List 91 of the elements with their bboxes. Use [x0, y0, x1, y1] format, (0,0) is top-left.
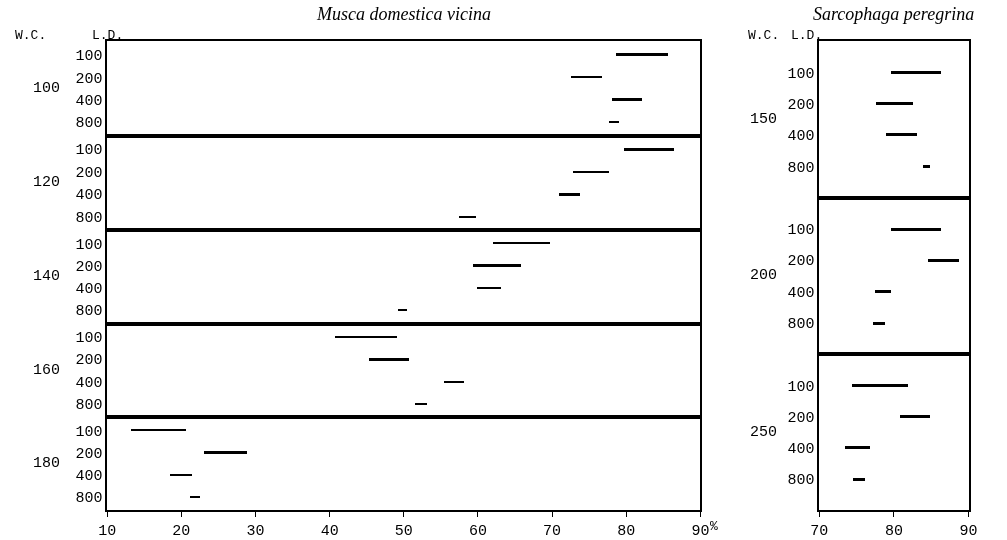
y-tick-label: 100	[75, 330, 103, 348]
y-tick-label: 800	[75, 303, 103, 321]
bar	[616, 53, 669, 57]
chart-title: Sarcophaga peregrina	[813, 4, 975, 24]
y-tick-label: 400	[75, 187, 103, 205]
y-tick-label: 200	[787, 253, 815, 271]
y-axis-title: 150	[750, 111, 778, 128]
bar	[170, 473, 193, 476]
bar	[415, 402, 428, 405]
y-tick-label: 800	[787, 472, 815, 490]
y-tick-label: 400	[787, 441, 815, 459]
bar	[369, 357, 410, 361]
x-tick-label: 10	[98, 523, 117, 540]
y-tick-label: 100	[75, 48, 103, 66]
y-tick-label: 800	[75, 490, 103, 508]
y-tick-label: 200	[75, 445, 103, 463]
bar	[473, 264, 522, 268]
y-tick-label: 400	[75, 468, 103, 486]
bar	[609, 121, 620, 124]
y-tick-label: 400	[75, 92, 103, 110]
bar	[845, 446, 871, 449]
y-tick-label: 800	[787, 315, 815, 333]
text: %	[710, 519, 718, 534]
y-axis-title: 250	[750, 424, 778, 441]
x-tick-label: 70	[543, 523, 562, 540]
bar	[559, 192, 581, 196]
bar	[900, 415, 931, 418]
x-tick-label: 20	[172, 523, 191, 540]
x-tick-label: 70	[810, 523, 829, 540]
bar	[444, 380, 465, 383]
bar	[335, 335, 398, 338]
y-tick-label: 200	[787, 97, 815, 115]
bar	[853, 478, 866, 481]
x-tick-label: 60	[468, 523, 487, 540]
bar	[624, 147, 675, 151]
text: W.C.	[15, 28, 47, 43]
y-tick-label: 800	[787, 159, 815, 177]
y-tick-label: 200	[75, 70, 103, 88]
bar	[891, 227, 942, 231]
bar	[923, 165, 931, 169]
x-tick-label: 40	[320, 523, 339, 540]
bar	[493, 242, 551, 245]
y-tick-label: 100	[75, 236, 103, 254]
bar	[477, 287, 502, 290]
bar	[459, 215, 477, 218]
y-tick-label: 200	[75, 164, 103, 182]
y-axis-title: 140	[33, 268, 61, 285]
y-axis-title: 120	[33, 174, 61, 191]
chart-title: Musca domestica vicina	[316, 4, 491, 24]
y-tick-label: 100	[787, 65, 815, 83]
x-tick-label: 90	[691, 523, 710, 540]
y-axis-title: 100	[33, 80, 61, 97]
bar	[398, 309, 408, 312]
y-tick-label: 100	[75, 142, 103, 160]
bar	[928, 258, 960, 262]
y-tick-label: 800	[75, 396, 103, 414]
y-tick-label: 400	[787, 128, 815, 146]
bar	[131, 428, 187, 431]
x-tick-label: 90	[959, 523, 978, 540]
y-tick-label: 100	[75, 423, 103, 441]
bar	[891, 71, 942, 75]
x-tick-label: 80	[884, 523, 903, 540]
x-tick-label: 80	[617, 523, 636, 540]
y-tick-label: 400	[75, 281, 103, 299]
y-tick-label: 400	[787, 284, 815, 302]
y-tick-label: 800	[75, 209, 103, 227]
bar	[886, 133, 918, 137]
y-tick-label: 100	[787, 378, 815, 396]
x-tick-label: 30	[246, 523, 265, 540]
bar	[852, 384, 909, 387]
bar	[190, 495, 201, 498]
annotation: L.D.	[791, 28, 823, 43]
bar	[875, 289, 892, 293]
y-axis-title: 180	[33, 455, 61, 472]
y-tick-label: 200	[75, 258, 103, 276]
text: W.C.	[748, 28, 780, 43]
y-tick-label: 200	[787, 409, 815, 427]
annotation: L.D.	[92, 28, 124, 43]
y-tick-label: 800	[75, 115, 103, 133]
bar	[573, 170, 610, 173]
bar	[876, 102, 914, 106]
bar	[571, 76, 603, 79]
y-axis-title: 160	[33, 362, 61, 379]
bar	[612, 98, 643, 102]
y-tick-label: 100	[787, 222, 815, 240]
bar	[873, 321, 886, 325]
bar	[204, 450, 248, 454]
y-axis-title: 200	[750, 267, 778, 284]
y-tick-label: 400	[75, 374, 103, 392]
y-tick-label: 200	[75, 352, 103, 370]
x-tick-label: 50	[394, 523, 413, 540]
